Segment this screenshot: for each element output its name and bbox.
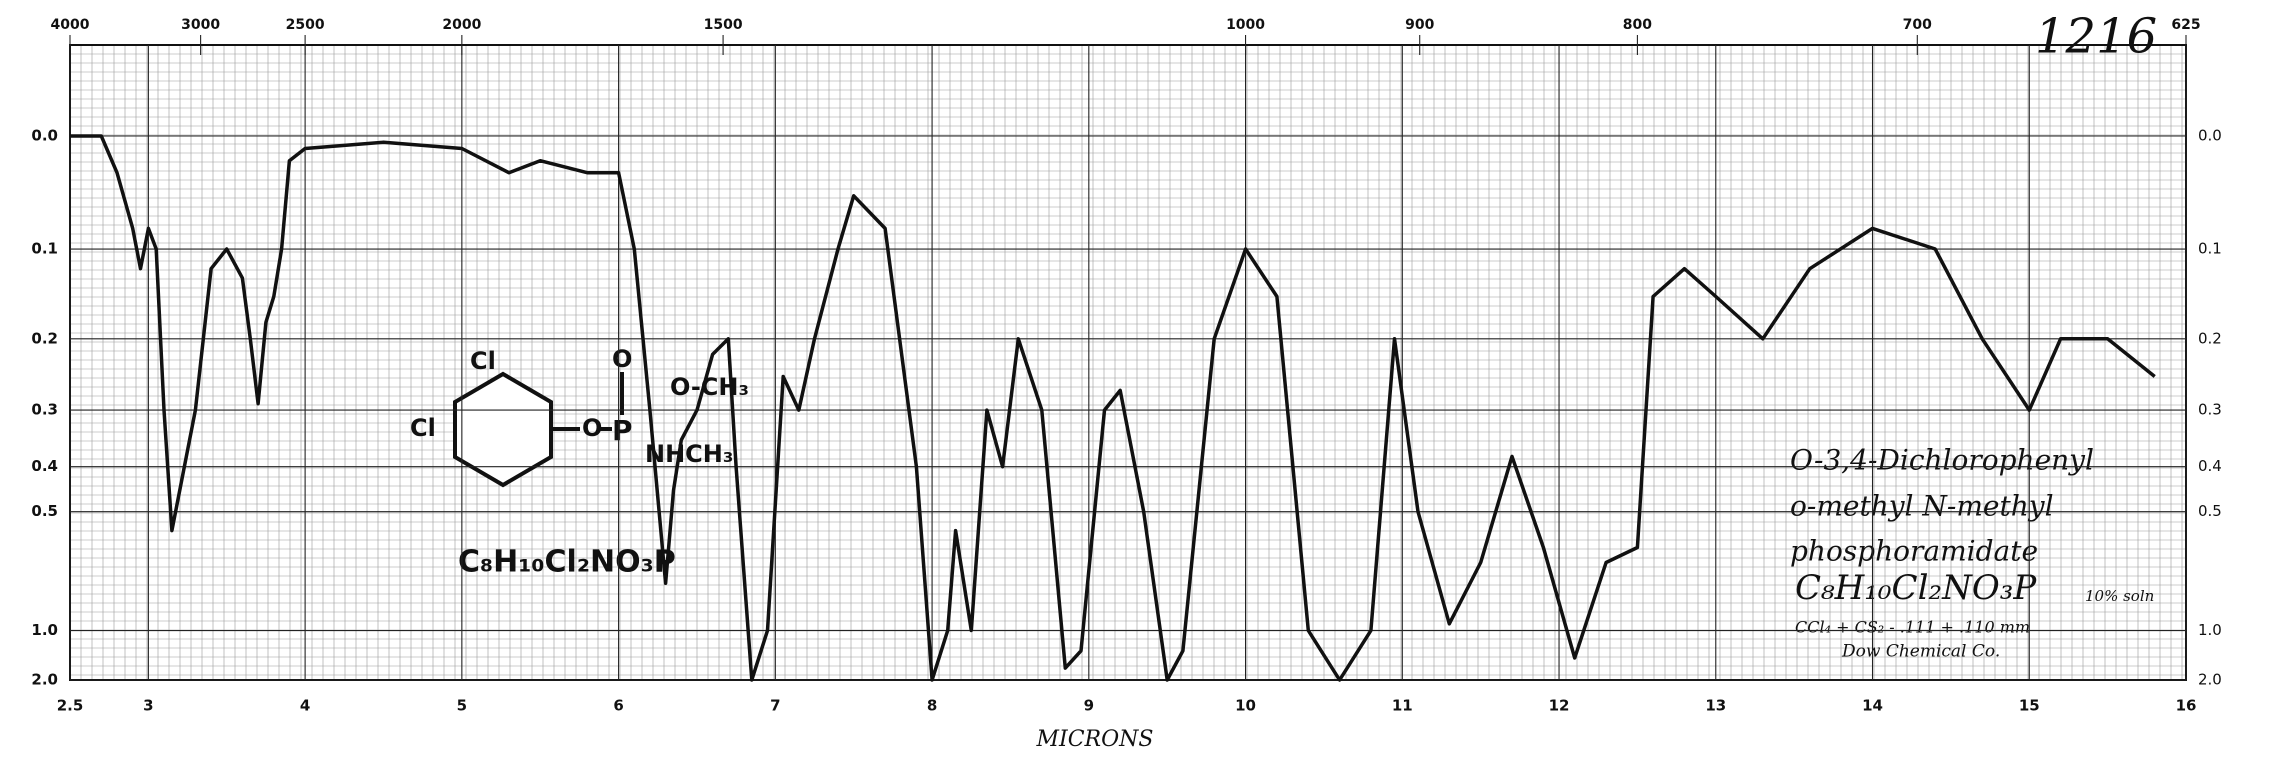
x-tick-label: 4: [300, 697, 310, 715]
x2-tick-label: 625: [2171, 17, 2200, 33]
x-tick-label: 14: [1862, 697, 1883, 715]
y-tick-label: 0.4: [31, 457, 58, 475]
spectrum-line: [70, 134, 2156, 682]
x-tick-label: 12: [1549, 697, 1570, 715]
structure-label: O: [612, 345, 632, 373]
y-tick-label: 0.3: [31, 401, 58, 419]
y-tick-label-right: 0.5: [2198, 502, 2222, 520]
x-tick-label: 7: [770, 697, 780, 715]
annotation: phosphoramidate: [1790, 535, 2038, 568]
y-tick-label-right: 0.0: [2198, 127, 2222, 145]
x-tick-label: 15: [2019, 697, 2040, 715]
y-tick-label: 2.0: [31, 671, 58, 689]
x2-tick-label: 2000: [442, 17, 481, 33]
annotation: Dow Chemical Co.: [1841, 642, 2000, 662]
minor-grid: [69, 44, 2186, 680]
x2-tick-label: 1000: [1226, 17, 1265, 33]
x-tick-label: 16: [2176, 697, 2197, 715]
structure-label: P: [612, 414, 633, 447]
annotation: O-3,4-Dichlorophenyl: [1790, 444, 2094, 477]
y-tick-label: 0.5: [31, 502, 58, 520]
structure-label: O: [582, 414, 602, 442]
y-tick-label-right: 0.1: [2198, 240, 2222, 258]
y-tick-label-right: 0.4: [2198, 457, 2222, 475]
x2-tick-label: 800: [1623, 17, 1652, 33]
annotation: C₈H₁₀Cl₂NO₃P: [1795, 568, 2037, 608]
x2-tick-label: 2500: [286, 17, 325, 33]
x-axis-label: MICRONS: [1036, 727, 1154, 752]
x2-tick-label: 900: [1405, 17, 1434, 33]
annotation: 10% soln: [2085, 587, 2154, 605]
y-tick-label-right: 0.2: [2198, 329, 2222, 347]
y-tick-label: 0.0: [31, 127, 58, 145]
y-tick-label: 1.0: [31, 621, 58, 639]
structure-label: O-CH₃: [670, 373, 749, 401]
catalog-number: 1216: [2035, 9, 2157, 65]
y-tick-label: 0.1: [31, 240, 58, 258]
x-tick-label: 2.5: [57, 697, 84, 715]
annotation: CCl₄ + CS₂ - .111 + .110 mm: [1795, 618, 2030, 637]
structure: Cl Cl O P O O-CH₃ NHCH₃ C₈H₁₀Cl₂NO₃P: [410, 345, 749, 580]
x-tick-label: 5: [457, 697, 467, 715]
sample-notes: O-3,4-Dichlorophenyl o-methyl N-methyl p…: [1790, 444, 2154, 662]
structure-label: C₈H₁₀Cl₂NO₃P: [458, 545, 676, 580]
structure-label: Cl: [470, 347, 496, 375]
y-tick-label: 0.2: [31, 329, 58, 347]
benzene-ring: [453, 371, 553, 488]
y-tick-label-right: 2.0: [2198, 671, 2222, 689]
x-tick-label: 9: [1084, 697, 1094, 715]
x-tick-label: 10: [1235, 697, 1256, 715]
y-tick-label-right: 0.3: [2198, 401, 2222, 419]
axes: 0.0 0.0 0.1 0.1 0.2 0.2 0.3 0.3 0.4 0.4 0.5 0.5 1.0 1…: [31, 17, 2221, 715]
structure-label: Cl: [410, 414, 436, 442]
x-tick-label: 6: [613, 697, 623, 715]
x-tick-label: 3: [143, 697, 153, 715]
x-tick-label: 8: [927, 697, 937, 715]
x2-tick-label: 4000: [51, 17, 90, 33]
x2-tick-label: 700: [1903, 17, 1932, 33]
x-tick-label: 11: [1392, 697, 1413, 715]
structure-label: NHCH₃: [645, 440, 733, 468]
x-tick-label: 13: [1705, 697, 1726, 715]
x2-tick-label: 3000: [181, 17, 220, 33]
annotation: o-methyl N-methyl: [1790, 490, 2054, 523]
y-tick-label-right: 1.0: [2198, 621, 2222, 639]
x2-tick-label: 1500: [704, 17, 743, 33]
